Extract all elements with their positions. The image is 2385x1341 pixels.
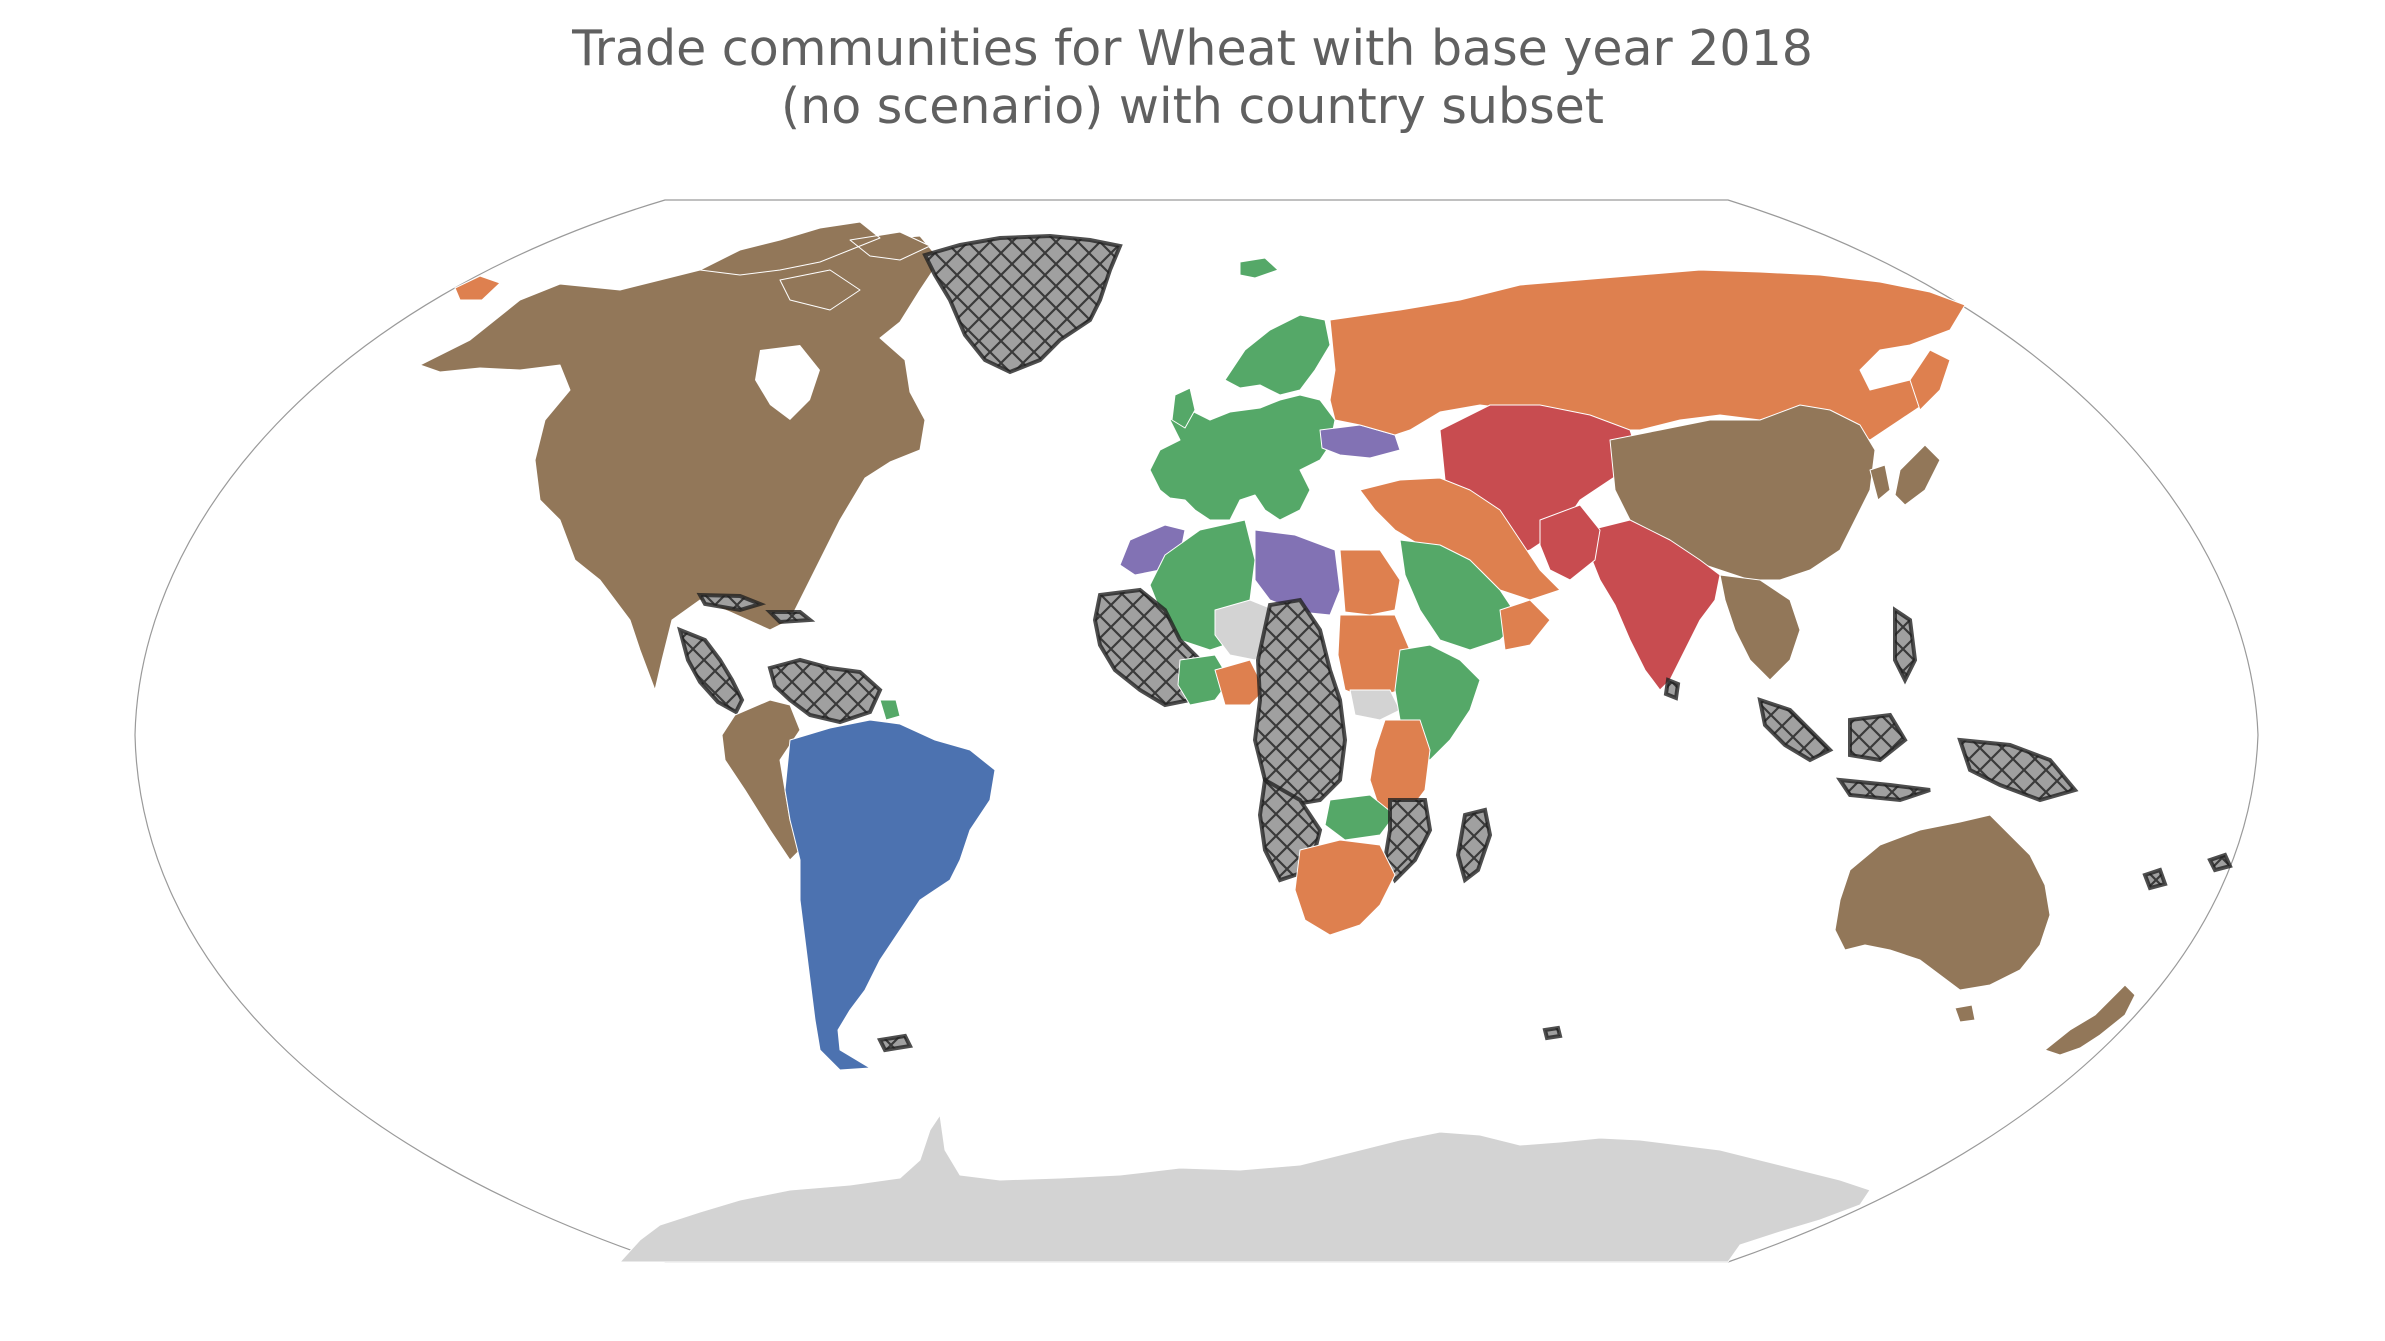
pakistan-region (1539, 504, 1601, 581)
central-africa-excluded (1252, 597, 1348, 808)
northern-south-america-excluded (767, 657, 883, 725)
central-america-excluded (677, 626, 745, 715)
kamchatka-region (1909, 349, 1951, 411)
sri-lanka-excluded (1663, 677, 1681, 701)
russia-region (1329, 269, 1966, 441)
country-shapes (419, 221, 2233, 1263)
iceland-region (1239, 257, 1279, 279)
japan-region (1894, 444, 1941, 506)
australia-region (1834, 814, 2051, 991)
cameroon-region (1214, 659, 1266, 706)
southern-africa-region (1294, 839, 1396, 936)
hudson-bay (755, 345, 820, 420)
map-title-line-2: (no scenario) with country subset (781, 78, 1604, 135)
greenland-excluded (922, 233, 1123, 375)
egypt-region (1339, 549, 1401, 616)
zambia-region (1324, 794, 1396, 841)
antarctica-no-data (619, 1114, 1871, 1263)
libya-region (1254, 529, 1341, 616)
canadian-arctic-islands (699, 221, 931, 311)
guiana-region (879, 699, 901, 721)
tasmania-region (1954, 1004, 1976, 1023)
maritime-se-asia-excluded (1757, 606, 2079, 803)
southeast-asia-mainland-region (1719, 574, 1801, 681)
scandinavia-region (1224, 314, 1331, 396)
korea-region (1869, 464, 1891, 501)
south-sudan-no-data (1349, 689, 1401, 721)
nigeria-region (1177, 654, 1231, 706)
new-zealand-region (2044, 984, 2136, 1056)
mozambique-excluded (1382, 798, 1433, 884)
madagascar-excluded (1455, 807, 1493, 884)
oman-region (1499, 599, 1551, 651)
europe-region (1149, 394, 1336, 521)
map-title-line-1: Trade communities for Wheat with base ye… (572, 20, 1813, 77)
south-america-region (784, 719, 996, 1071)
pacific-islands-excluded (876, 852, 2233, 1053)
alaska-west-region (454, 275, 501, 301)
uk-region (1171, 387, 1196, 429)
arabian-peninsula-region (1399, 539, 1521, 651)
middle-east-region (1359, 477, 1561, 601)
map-title: Trade communities for Wheat with base ye… (0, 20, 2385, 136)
india-region (1589, 519, 1721, 691)
caribbean-excluded (696, 592, 816, 625)
